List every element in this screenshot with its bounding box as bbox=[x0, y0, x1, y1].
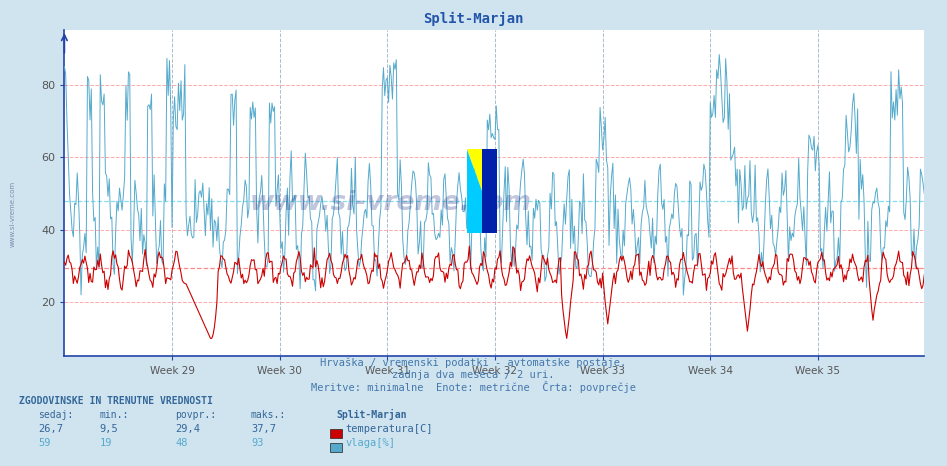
Text: vlaga[%]: vlaga[%] bbox=[346, 439, 396, 448]
Text: 29,4: 29,4 bbox=[175, 425, 200, 434]
Text: 9,5: 9,5 bbox=[99, 425, 118, 434]
Text: 48: 48 bbox=[175, 439, 188, 448]
Text: 26,7: 26,7 bbox=[38, 425, 63, 434]
Text: sedaj:: sedaj: bbox=[38, 410, 73, 420]
Polygon shape bbox=[467, 149, 497, 233]
Text: 93: 93 bbox=[251, 439, 263, 448]
Text: Split-Marjan: Split-Marjan bbox=[423, 12, 524, 26]
Text: 19: 19 bbox=[99, 439, 112, 448]
Text: Meritve: minimalne  Enote: metrične  Črta: povprečje: Meritve: minimalne Enote: metrične Črta:… bbox=[311, 381, 636, 393]
Text: www.si-vreme.com: www.si-vreme.com bbox=[250, 190, 532, 216]
Text: temperatura[C]: temperatura[C] bbox=[346, 425, 433, 434]
Text: zadnja dva meseca / 2 uri.: zadnja dva meseca / 2 uri. bbox=[392, 370, 555, 380]
Text: 37,7: 37,7 bbox=[251, 425, 276, 434]
Polygon shape bbox=[467, 149, 497, 233]
Text: Hrvaška / vremenski podatki - avtomatske postaje.: Hrvaška / vremenski podatki - avtomatske… bbox=[320, 357, 627, 368]
Text: ZGODOVINSKE IN TRENUTNE VREDNOSTI: ZGODOVINSKE IN TRENUTNE VREDNOSTI bbox=[19, 397, 213, 406]
Text: povpr.:: povpr.: bbox=[175, 410, 216, 420]
Text: min.:: min.: bbox=[99, 410, 129, 420]
Text: 59: 59 bbox=[38, 439, 50, 448]
Text: Split-Marjan: Split-Marjan bbox=[336, 409, 406, 420]
Polygon shape bbox=[482, 149, 497, 233]
Text: maks.:: maks.: bbox=[251, 410, 286, 420]
Text: www.si-vreme.com: www.si-vreme.com bbox=[9, 181, 15, 247]
